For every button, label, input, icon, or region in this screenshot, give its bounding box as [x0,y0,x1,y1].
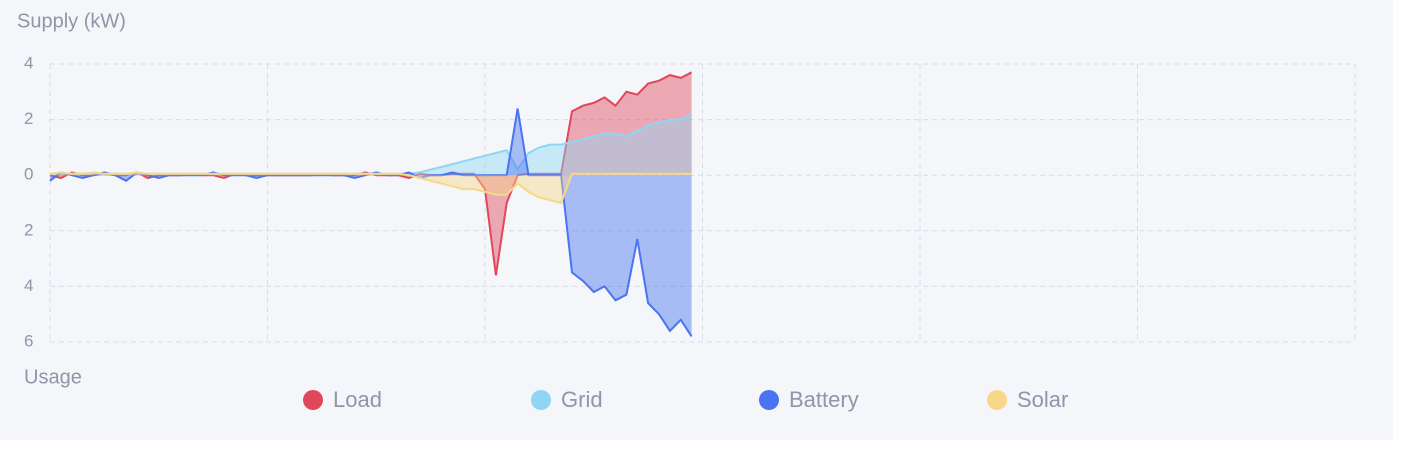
y-tick-label: 6 [24,331,33,350]
legend-label: Grid [561,387,603,412]
negative-label: Usage [24,366,82,388]
y-tick-label: 2 [24,220,33,239]
legend-label: Load [333,387,382,412]
chart-title: Supply (kW) [17,10,126,32]
y-tick-label: 4 [24,276,33,295]
chart-background [0,0,1393,440]
series-area [50,114,692,176]
legend-marker [531,390,551,410]
legend-marker [759,390,779,410]
legend-label: Battery [789,387,859,412]
legend-marker [987,390,1007,410]
legend-label: Solar [1017,387,1068,412]
y-tick-label: 2 [24,109,33,128]
y-tick-label: 0 [24,165,33,184]
series-line [49,171,692,205]
series-area [50,172,692,203]
legend-marker [303,390,323,410]
y-tick-label: 4 [24,53,33,72]
